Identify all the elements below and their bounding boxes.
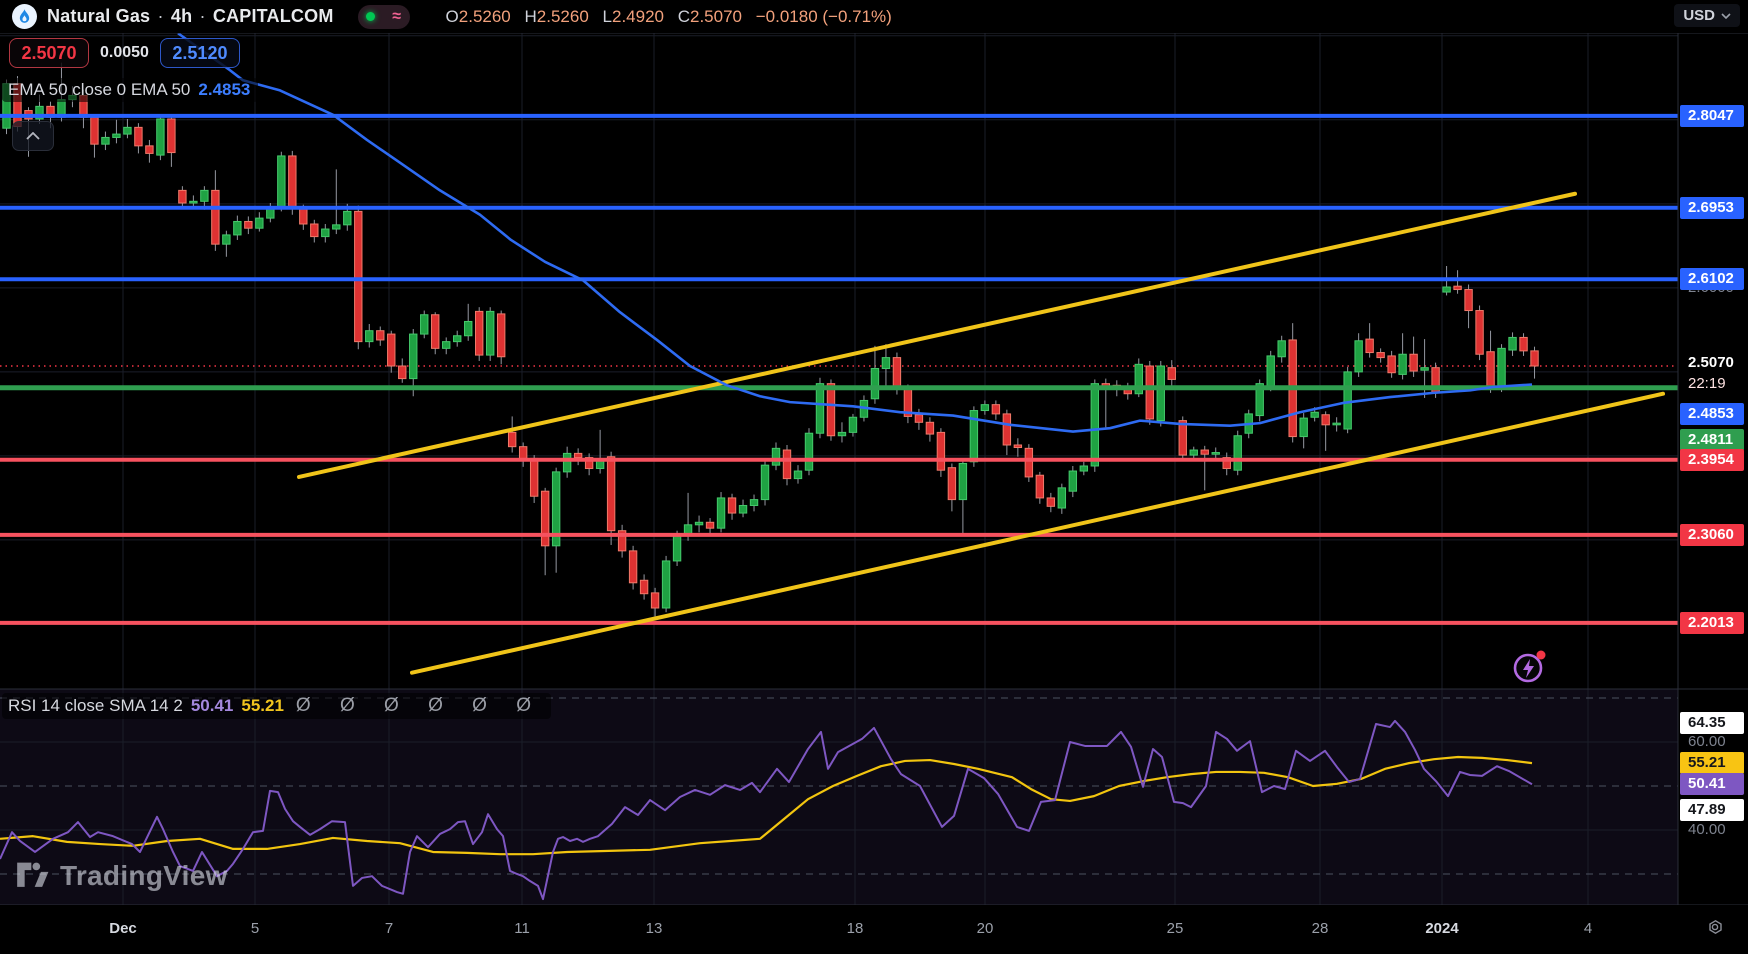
- time-tick-11: 11: [514, 920, 530, 937]
- price-change: −0.0180 (−0.71%): [755, 6, 892, 26]
- chart-header: Natural Gas · 4h · CAPITALCOM ≈ O2.5260 …: [0, 0, 1748, 33]
- time-tick-28: 28: [1311, 920, 1329, 937]
- lightning-icon: [1523, 659, 1534, 678]
- time-tick-18: 18: [846, 920, 864, 937]
- time-tick-7: 7: [384, 920, 394, 937]
- time-tick-2024: 2024: [1425, 920, 1459, 937]
- quote-row: 2.5070 0.0050 2.5120: [9, 38, 240, 68]
- axis-settings-icon[interactable]: [1705, 918, 1725, 943]
- ohlc-readout: O2.5260 H2.5260 L2.4920 C2.5070 −0.0180 …: [445, 6, 892, 26]
- buy-button[interactable]: 2.5120: [159, 38, 240, 68]
- market-open-dot-icon: [366, 12, 376, 21]
- tradingview-watermark[interactable]: TradingView: [16, 860, 228, 892]
- exchange: CAPITALCOM: [212, 6, 334, 26]
- collapse-legend-button[interactable]: [12, 121, 54, 151]
- empty-band-values: Ø Ø Ø Ø Ø Ø: [295, 695, 543, 716]
- timeframe[interactable]: 4h: [170, 6, 193, 26]
- delayed-data-icon: ≈: [392, 7, 401, 25]
- ema-indicator-legend[interactable]: EMA 50 close 0 EMA 50 2.4853: [2, 78, 259, 102]
- natural-gas-flame-icon: [12, 4, 37, 29]
- time-tick-4: 4: [1583, 920, 1593, 937]
- time-tick-25: 25: [1166, 920, 1184, 937]
- market-status-pill[interactable]: ≈: [357, 4, 410, 29]
- time-tick-13: 13: [645, 920, 663, 937]
- rsi-indicator-legend[interactable]: RSI 14 close SMA 14 2 50.41 55.21 Ø Ø Ø …: [2, 693, 551, 719]
- separator: ·: [157, 6, 164, 26]
- symbol-row[interactable]: Natural Gas · 4h · CAPITALCOM ≈ O2.5260 …: [0, 4, 892, 29]
- separator: ·: [199, 6, 206, 26]
- ema-value: 2.4853: [198, 80, 251, 99]
- time-axis[interactable]: Dec 5 7 11 13 18 20 25 28 2024 4: [0, 905, 1748, 954]
- tradingview-logo-icon: [17, 862, 49, 887]
- time-tick-20: 20: [976, 920, 994, 937]
- rsi-sma-value: 55.21: [241, 696, 284, 715]
- symbol-title[interactable]: Natural Gas · 4h · CAPITALCOM: [47, 6, 334, 26]
- chevron-down-icon: [1721, 12, 1731, 19]
- time-tick-Dec: Dec: [109, 920, 137, 937]
- time-tick-5: 5: [250, 920, 260, 937]
- notification-dot: [1536, 650, 1546, 660]
- chevron-up-icon: [26, 132, 40, 140]
- rsi-value: 50.41: [190, 696, 234, 715]
- spread-value: 0.0050: [100, 44, 149, 61]
- sell-button[interactable]: 2.5070: [9, 38, 89, 68]
- flash-ideas-button[interactable]: [1508, 644, 1552, 688]
- currency-selector[interactable]: USD: [1674, 4, 1740, 27]
